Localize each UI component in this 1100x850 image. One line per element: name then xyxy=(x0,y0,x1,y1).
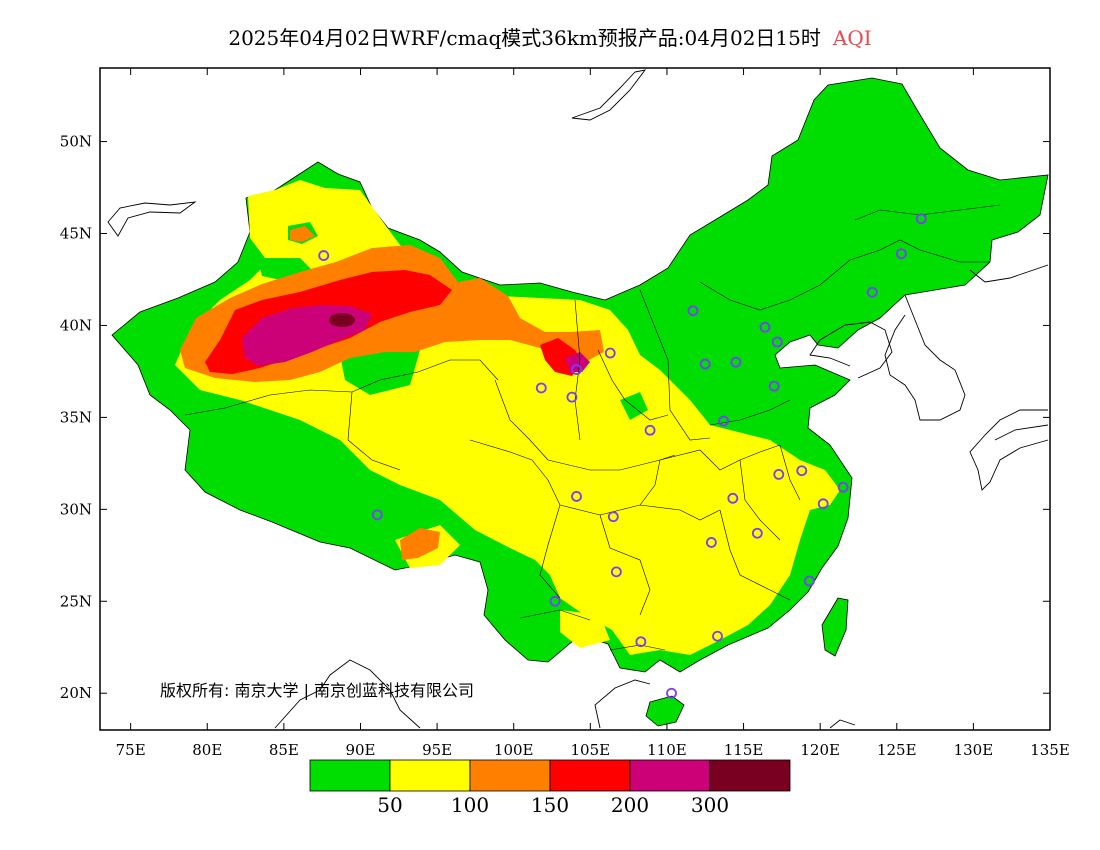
colorbar-label: 100 xyxy=(451,793,489,817)
station-marker xyxy=(727,492,739,504)
colorbar-swatch xyxy=(629,759,711,792)
station-marker xyxy=(895,248,907,260)
x-tick-label: 135E xyxy=(1030,741,1070,759)
station-marker xyxy=(371,509,383,521)
station-marker xyxy=(687,305,699,317)
title-main: 2025年04月02日WRF/cmaq模式36km预报产品:04月02日15时 xyxy=(228,26,821,50)
x-tick-label: 100E xyxy=(494,741,534,759)
station-marker xyxy=(610,566,622,578)
station-marker xyxy=(837,481,849,493)
colorbar-swatch xyxy=(709,759,791,792)
colorbar-label: 50 xyxy=(377,793,402,817)
title-variable: AQI xyxy=(832,26,872,50)
station-marker xyxy=(607,511,619,523)
x-tick-label: 115E xyxy=(724,741,764,759)
colorbar-label: 300 xyxy=(691,793,729,817)
colorbar: 50 100 150 200 300 xyxy=(309,759,791,817)
map-frame xyxy=(99,67,1051,731)
hainan-island xyxy=(645,695,685,727)
station-marker xyxy=(318,250,330,261)
station-marker xyxy=(566,391,578,403)
x-tick-label: 130E xyxy=(954,741,994,759)
y-tick-label: 20N xyxy=(60,684,92,702)
province-boundaries xyxy=(184,204,1001,651)
x-tick-label: 120E xyxy=(800,741,840,759)
colorbar-swatch xyxy=(309,759,391,792)
x-tick-label: 80E xyxy=(192,741,222,759)
monitoring-stations xyxy=(318,213,927,699)
station-marker xyxy=(866,286,878,298)
x-tick-label: 75E xyxy=(116,741,146,759)
x-tick-label: 105E xyxy=(571,741,611,759)
station-marker xyxy=(817,498,829,510)
station-marker xyxy=(796,465,808,477)
x-tick-label: 125E xyxy=(877,741,917,759)
y-tick-label: 30N xyxy=(60,500,92,518)
station-marker xyxy=(604,347,616,359)
colorbar-swatch xyxy=(469,759,551,792)
x-tick-label: 110E xyxy=(647,741,687,759)
station-marker xyxy=(635,636,647,648)
x-tick-label: 85E xyxy=(269,741,299,759)
y-tick-label: 35N xyxy=(60,408,92,426)
x-axis: 75E 80E 85E 90E 95E 100E 105E 110E 115E 120E 125E 1… xyxy=(116,68,1070,759)
station-marker xyxy=(705,537,717,548)
station-marker xyxy=(751,527,763,539)
colorbar-swatch xyxy=(389,759,471,792)
station-marker xyxy=(712,630,723,642)
colorbar-label: 150 xyxy=(531,793,569,817)
station-marker xyxy=(773,468,785,480)
region-hazardous-aqi xyxy=(329,313,355,327)
coastlines xyxy=(107,69,1049,729)
y-tick-label: 45N xyxy=(60,225,92,243)
colorbar-swatch xyxy=(549,759,631,792)
x-tick-label: 90E xyxy=(345,741,375,759)
x-tick-label: 95E xyxy=(422,741,452,759)
station-marker xyxy=(571,364,582,375)
copyright-text: 版权所有: 南京大学 | 南京创蓝科技有限公司 xyxy=(160,681,474,700)
station-marker xyxy=(699,358,711,370)
station-marker xyxy=(549,595,561,607)
map-title: 2025年04月02日WRF/cmaq模式36km预报产品:04月02日15时 A… xyxy=(0,22,1100,51)
station-marker xyxy=(804,575,815,587)
station-marker xyxy=(571,491,582,502)
station-marker xyxy=(644,424,656,436)
station-marker xyxy=(535,382,547,394)
station-marker xyxy=(759,321,771,333)
map-content xyxy=(107,69,1049,729)
y-axis: 50N 45N 40N 35N 30N 25N 20N xyxy=(60,133,1050,702)
station-marker xyxy=(730,356,742,368)
station-marker xyxy=(768,380,780,392)
station-marker xyxy=(666,687,677,699)
y-tick-label: 40N xyxy=(60,316,92,334)
taiwan-island xyxy=(821,597,849,657)
station-marker xyxy=(915,213,927,225)
y-tick-label: 25N xyxy=(60,592,92,610)
y-tick-label: 50N xyxy=(60,133,92,151)
station-marker xyxy=(771,336,783,348)
station-marker xyxy=(718,415,730,427)
colorbar-label: 200 xyxy=(611,793,649,817)
